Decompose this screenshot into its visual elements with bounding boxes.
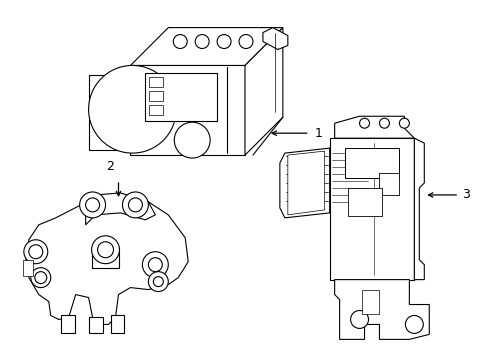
Bar bbox=[379, 173, 399, 195]
Bar bbox=[23, 260, 33, 276]
Circle shape bbox=[217, 35, 230, 49]
Circle shape bbox=[350, 310, 368, 328]
Polygon shape bbox=[88, 75, 132, 150]
Circle shape bbox=[122, 192, 148, 218]
Circle shape bbox=[88, 66, 176, 153]
Circle shape bbox=[180, 142, 190, 152]
Bar bbox=[149, 105, 163, 115]
Circle shape bbox=[195, 35, 209, 49]
Circle shape bbox=[405, 315, 423, 333]
Polygon shape bbox=[329, 138, 413, 280]
Circle shape bbox=[24, 240, 48, 264]
Polygon shape bbox=[334, 116, 413, 138]
Polygon shape bbox=[279, 148, 329, 218]
Circle shape bbox=[379, 118, 388, 128]
Circle shape bbox=[239, 35, 252, 49]
Bar bbox=[149, 91, 163, 101]
Polygon shape bbox=[130, 28, 282, 66]
Polygon shape bbox=[85, 193, 155, 225]
Circle shape bbox=[399, 118, 408, 128]
Circle shape bbox=[91, 236, 119, 264]
Circle shape bbox=[35, 272, 47, 284]
Polygon shape bbox=[26, 195, 188, 324]
Polygon shape bbox=[244, 28, 282, 155]
Bar bbox=[347, 188, 382, 216]
Bar bbox=[149, 77, 163, 87]
Circle shape bbox=[142, 252, 168, 278]
Circle shape bbox=[148, 258, 162, 272]
Polygon shape bbox=[334, 280, 428, 339]
Polygon shape bbox=[413, 138, 424, 280]
Bar bbox=[110, 315, 124, 333]
Circle shape bbox=[359, 118, 369, 128]
Polygon shape bbox=[130, 66, 244, 155]
Bar bbox=[61, 315, 75, 333]
Bar bbox=[344, 148, 399, 178]
Circle shape bbox=[153, 276, 163, 287]
Circle shape bbox=[29, 245, 42, 259]
Polygon shape bbox=[287, 151, 324, 215]
Circle shape bbox=[173, 35, 187, 49]
Bar bbox=[361, 289, 379, 315]
Text: 2: 2 bbox=[106, 160, 114, 173]
Text: 1: 1 bbox=[314, 127, 322, 140]
Text: 3: 3 bbox=[461, 188, 469, 202]
Circle shape bbox=[80, 192, 105, 218]
Polygon shape bbox=[263, 28, 287, 50]
Circle shape bbox=[148, 272, 168, 292]
Circle shape bbox=[31, 268, 51, 288]
Bar bbox=[145, 73, 217, 121]
Circle shape bbox=[128, 198, 142, 212]
Bar bbox=[88, 318, 102, 333]
Polygon shape bbox=[145, 253, 165, 276]
Circle shape bbox=[174, 122, 210, 158]
Circle shape bbox=[85, 198, 100, 212]
Circle shape bbox=[98, 242, 113, 258]
